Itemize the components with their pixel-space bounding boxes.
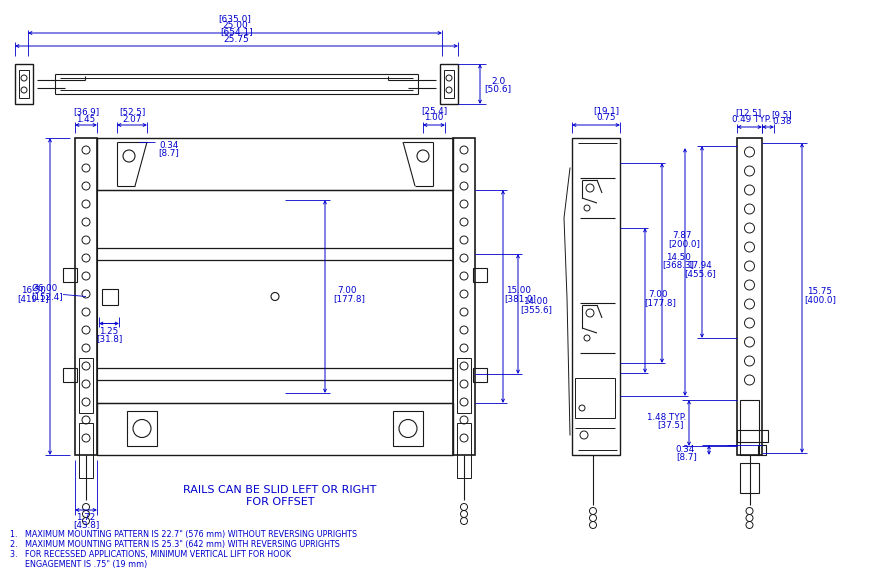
- Text: Ø6.00: Ø6.00: [32, 284, 58, 293]
- Bar: [15, 64, 33, 104]
- Text: 2.   MAXIMUM MOUNTING PATTERN IS 25.3" (642 mm) WITH REVERSING UPRIGHTS: 2. MAXIMUM MOUNTING PATTERN IS 25.3" (64…: [10, 540, 340, 549]
- Text: [635.0]: [635.0]: [219, 14, 252, 24]
- Text: [355.6]: [355.6]: [520, 305, 552, 315]
- Text: [177.8]: [177.8]: [644, 298, 676, 307]
- Text: 7.87: 7.87: [672, 232, 691, 240]
- Text: 2.07: 2.07: [123, 114, 141, 124]
- Bar: [444, 70, 454, 98]
- Text: 7.00: 7.00: [337, 286, 357, 295]
- Bar: [75, 138, 97, 455]
- Text: [52.5]: [52.5]: [119, 108, 145, 117]
- Text: 1.   MAXIMUM MOUNTING PATTERN IS 22.7" (576 mm) WITHOUT REVERSING UPRIGHTS: 1. MAXIMUM MOUNTING PATTERN IS 22.7" (57…: [10, 530, 357, 539]
- Bar: [737, 430, 768, 442]
- Text: [400.0]: [400.0]: [804, 296, 836, 305]
- Text: 1.25: 1.25: [100, 327, 118, 336]
- Bar: [740, 463, 759, 493]
- Text: [19.1]: [19.1]: [593, 106, 619, 116]
- Bar: [97, 190, 453, 403]
- Text: [419.1]: [419.1]: [17, 294, 49, 303]
- Bar: [457, 358, 471, 413]
- Text: 25.75: 25.75: [223, 34, 249, 44]
- Text: FOR OFFSET: FOR OFFSET: [245, 497, 314, 507]
- Text: 0.38: 0.38: [773, 117, 792, 126]
- Text: 3.   FOR RECESSED APPLICATIONS, MINIMUM VERTICAL LIFT FOR HOOK: 3. FOR RECESSED APPLICATIONS, MINIMUM VE…: [10, 550, 291, 559]
- Text: 1.72: 1.72: [76, 513, 95, 523]
- Bar: [473, 368, 487, 382]
- Bar: [102, 289, 118, 305]
- Bar: [63, 368, 77, 382]
- Bar: [79, 358, 93, 413]
- Text: [8.7]: [8.7]: [159, 148, 179, 158]
- Bar: [575, 378, 615, 418]
- Bar: [457, 423, 471, 478]
- Text: 1.48 TYP.: 1.48 TYP.: [647, 412, 687, 421]
- Text: 2.0: 2.0: [491, 76, 505, 86]
- Text: [36.9]: [36.9]: [73, 108, 99, 117]
- Text: [200.0]: [200.0]: [668, 240, 700, 248]
- Text: ENGAGEMENT IS .75" (19 mm): ENGAGEMENT IS .75" (19 mm): [10, 560, 147, 569]
- Bar: [737, 138, 762, 455]
- Text: 7.00: 7.00: [648, 290, 668, 299]
- Text: 15.75: 15.75: [807, 288, 833, 297]
- Text: 0.49 TYP.: 0.49 TYP.: [731, 116, 771, 125]
- Text: 17.94: 17.94: [687, 262, 712, 270]
- Bar: [63, 268, 77, 282]
- Text: [25.4]: [25.4]: [421, 106, 447, 116]
- Text: [654.1]: [654.1]: [220, 28, 253, 36]
- Text: RAILS CAN BE SLID LEFT OR RIGHT: RAILS CAN BE SLID LEFT OR RIGHT: [184, 485, 377, 495]
- Text: 16.50: 16.50: [20, 286, 45, 295]
- Text: [455.6]: [455.6]: [684, 270, 716, 278]
- Bar: [97, 403, 453, 455]
- Bar: [740, 400, 759, 455]
- Text: [152.4]: [152.4]: [31, 292, 63, 301]
- Bar: [453, 138, 475, 455]
- Bar: [758, 445, 766, 455]
- Bar: [393, 411, 423, 446]
- Text: [8.7]: [8.7]: [676, 453, 698, 462]
- Bar: [572, 138, 620, 455]
- Text: [9.5]: [9.5]: [772, 110, 792, 120]
- Text: 15.00: 15.00: [507, 286, 532, 295]
- Bar: [19, 70, 29, 98]
- Text: 0.75: 0.75: [596, 113, 615, 122]
- Text: 0.34: 0.34: [675, 446, 695, 454]
- Text: 14.50: 14.50: [666, 252, 691, 262]
- Text: [50.6]: [50.6]: [485, 85, 511, 94]
- Text: 1.00: 1.00: [425, 113, 443, 122]
- Text: [177.8]: [177.8]: [333, 294, 365, 303]
- Text: 14.00: 14.00: [523, 297, 547, 306]
- Bar: [440, 64, 458, 104]
- Bar: [127, 411, 157, 446]
- Text: 1.45: 1.45: [76, 114, 95, 124]
- Text: [12.5]: [12.5]: [736, 109, 762, 117]
- Text: [43.8]: [43.8]: [72, 520, 99, 530]
- Text: [37.5]: [37.5]: [658, 420, 684, 430]
- Text: [381.0]: [381.0]: [504, 294, 536, 303]
- Bar: [97, 138, 453, 190]
- Text: 25.00: 25.00: [223, 21, 248, 30]
- Text: [31.8]: [31.8]: [96, 334, 122, 343]
- Bar: [473, 268, 487, 282]
- Text: [368.3]: [368.3]: [662, 260, 694, 270]
- Text: 0.34: 0.34: [159, 141, 178, 151]
- Bar: [79, 423, 93, 478]
